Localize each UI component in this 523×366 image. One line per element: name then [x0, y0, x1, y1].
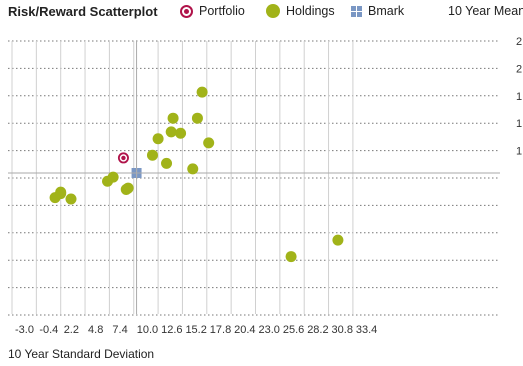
x-tick-label: 4.8: [88, 324, 103, 336]
y-tick-label: 2: [516, 63, 522, 75]
legend-item-holdings: Holdings: [266, 4, 335, 18]
holdings-point: [122, 182, 134, 194]
chart-title: Risk/Reward Scatterplot: [8, 4, 158, 19]
holdings-point: [191, 112, 203, 124]
x-tick-label: 25.6: [283, 324, 304, 336]
x-axis-label: 10 Year Standard Deviation: [8, 347, 155, 361]
reference-lines: [8, 41, 500, 314]
legend-item-bmark: Bmark: [351, 4, 404, 18]
holdings-point: [161, 157, 173, 169]
x-tick-label: 23.0: [259, 324, 280, 336]
x-tick-label: 12.6: [161, 324, 182, 336]
holdings-point: [107, 171, 119, 183]
holdings-point: [196, 86, 208, 98]
portfolio-marker-icon: [180, 4, 193, 18]
x-tick-label: -0.4: [39, 324, 58, 336]
grid: [8, 40, 500, 316]
x-tick-label: 15.2: [185, 324, 206, 336]
holdings-point: [167, 112, 179, 124]
x-tick-label: 17.8: [210, 324, 231, 336]
x-tick-label: 30.8: [332, 324, 353, 336]
holdings-point: [146, 149, 158, 161]
data-marks: [49, 86, 344, 263]
x-tick-label: 7.4: [112, 324, 127, 336]
x-tick-label: 33.4: [356, 324, 377, 336]
bmark-marker-icon: [351, 5, 362, 17]
bmark-point: [137, 168, 142, 173]
y-tick-label: 1: [516, 118, 522, 130]
bmark-point: [137, 173, 142, 178]
legend-label-portfolio: Portfolio: [199, 4, 245, 18]
x-tick-label: 10.0: [137, 324, 158, 336]
holdings-point: [285, 251, 297, 263]
x-tick-label: 20.4: [234, 324, 255, 336]
x-tick-label: 28.2: [307, 324, 328, 336]
holdings-point: [175, 127, 187, 139]
y-tick-label: 2: [516, 36, 522, 48]
x-tick-label: 2.2: [64, 324, 79, 336]
holdings-point: [203, 137, 215, 149]
holdings-point: [152, 133, 164, 145]
bmark-point: [131, 168, 137, 173]
x-tick-labels: -3.0 -0.4 2.2 4.8 7.4 10.0 12.6 15.2 17.8 20.4 23.…: [15, 324, 377, 336]
y-tick-label: 1: [516, 91, 522, 103]
x-tick-label: -3.0: [15, 324, 34, 336]
holdings-point: [65, 193, 77, 205]
holdings-point: [55, 188, 67, 200]
holdings-marker-icon: [266, 4, 280, 18]
holdings-point: [332, 234, 344, 246]
y-tick-label: 1: [516, 146, 522, 158]
legend-label-bmark: Bmark: [368, 4, 405, 18]
holdings-point: [165, 126, 177, 138]
portfolio-point-center: [121, 155, 126, 161]
holdings-point: [187, 163, 199, 175]
bmark-point: [131, 173, 137, 178]
y-axis-label: 10 Year Mean: [448, 4, 523, 18]
y-tick-labels: 2 2 1 1 1: [516, 36, 522, 158]
legend-label-holdings: Holdings: [286, 4, 335, 18]
legend-item-portfolio: Portfolio: [180, 4, 245, 18]
